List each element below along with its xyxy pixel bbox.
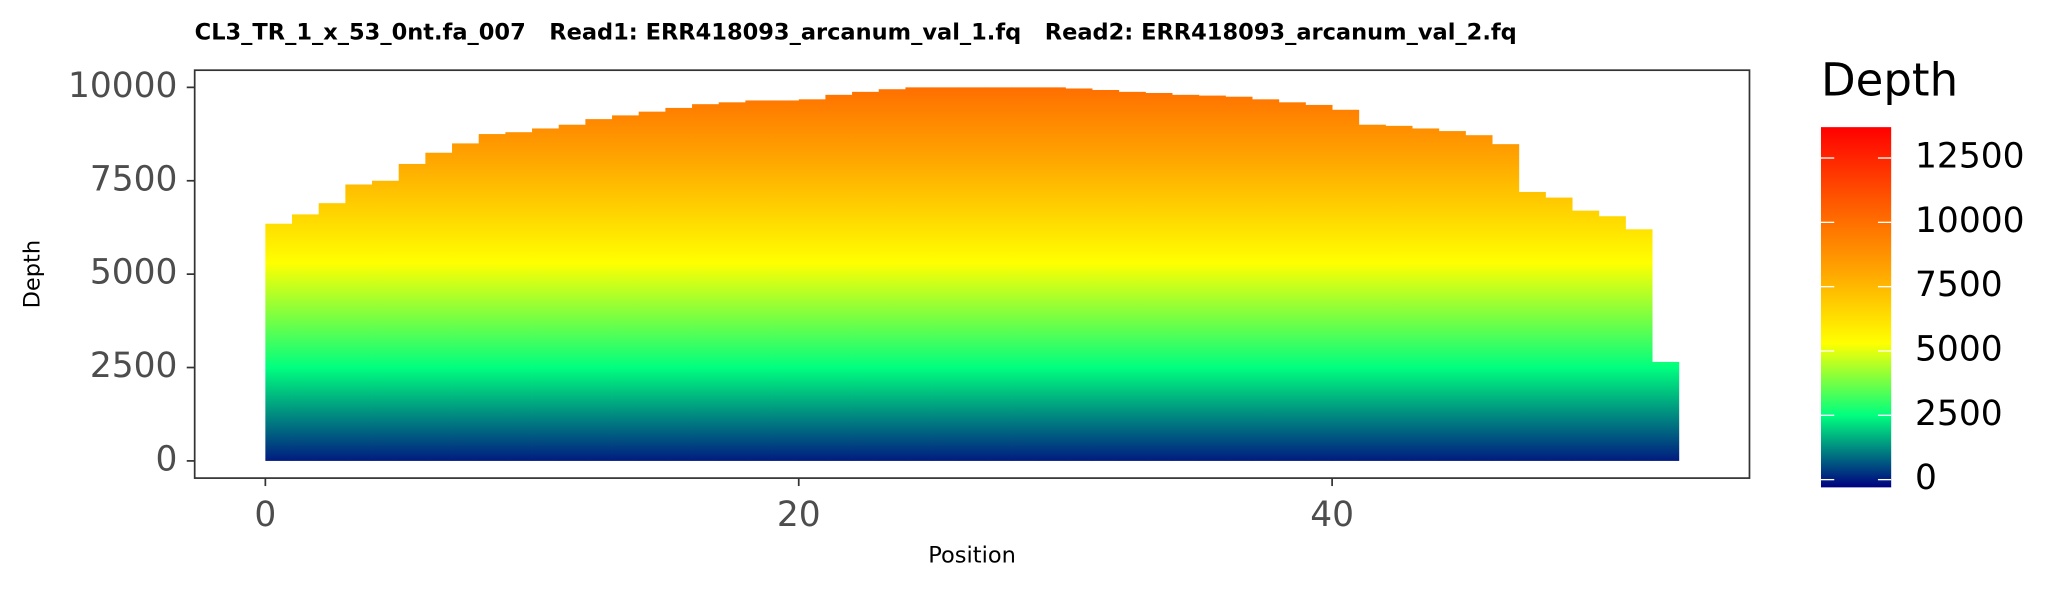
bar	[905, 87, 933, 461]
bar	[478, 134, 506, 461]
bar	[1598, 216, 1626, 461]
colorbar	[1820, 127, 1892, 488]
bar	[985, 87, 1013, 461]
bar	[1145, 92, 1173, 461]
bar	[772, 100, 800, 461]
colorbar-tick-label: 10000	[1915, 201, 2025, 241]
bar	[1118, 91, 1146, 461]
bar	[1625, 229, 1653, 461]
bar	[638, 111, 666, 461]
bar	[1172, 94, 1200, 461]
bar	[878, 89, 906, 461]
bar	[1198, 95, 1226, 461]
bar	[265, 223, 293, 461]
bar	[1278, 102, 1306, 461]
bar	[372, 180, 400, 461]
bar	[1225, 96, 1253, 461]
bar	[558, 124, 586, 461]
bar	[1412, 128, 1440, 461]
bar	[532, 128, 560, 461]
bar	[292, 214, 320, 461]
bar	[1465, 135, 1493, 461]
bar	[1038, 87, 1066, 461]
colorbar-tick-label: 7500	[1915, 265, 2003, 305]
y-tick-label: 10000	[68, 66, 178, 106]
legend-title: Depth	[1821, 53, 1958, 106]
bar	[1492, 144, 1520, 461]
bar	[852, 91, 880, 461]
y-tick-label: 2500	[90, 346, 178, 386]
bar	[665, 107, 693, 461]
bar	[585, 119, 613, 461]
bar	[1012, 87, 1040, 461]
bar	[1092, 89, 1120, 461]
colorbar-tick-label: 5000	[1915, 329, 2003, 369]
bar	[318, 203, 346, 461]
y-tick-label: 0	[156, 439, 178, 479]
bar	[1252, 99, 1280, 461]
x-axis-title: Position	[928, 543, 1016, 569]
bar	[425, 152, 453, 461]
bar	[452, 143, 480, 461]
bar	[1518, 191, 1546, 461]
bar	[1065, 88, 1093, 461]
x-tick-label: 40	[1310, 495, 1354, 535]
bar	[1652, 361, 1680, 461]
x-tick-label: 20	[777, 495, 821, 535]
bar	[505, 132, 533, 461]
chart-title: CL3_TR_1_x_53_0nt.fa_007 Read1: ERR41809…	[195, 20, 1517, 46]
bar	[1305, 104, 1333, 461]
bar	[825, 94, 853, 461]
y-tick-label: 7500	[90, 159, 178, 199]
bar	[692, 104, 720, 461]
bar	[932, 87, 960, 461]
y-tick-label: 5000	[90, 253, 178, 293]
bar	[798, 99, 826, 461]
bar	[612, 115, 640, 461]
bar	[958, 87, 986, 461]
bar	[1358, 124, 1386, 461]
colorbar-tick-label: 12500	[1915, 137, 2025, 177]
bar	[1572, 210, 1600, 461]
bar	[1332, 109, 1360, 461]
x-tick-label: 0	[254, 495, 276, 535]
bar	[718, 102, 746, 461]
colorbar-tick-label: 0	[1915, 458, 1937, 498]
bar	[345, 184, 373, 461]
y-axis-title: Depth	[20, 240, 46, 309]
bar	[398, 163, 426, 461]
colorbar-tick-label: 2500	[1915, 394, 2003, 434]
bar	[1385, 125, 1413, 461]
bar	[1438, 131, 1466, 461]
bar	[1545, 197, 1573, 461]
bar	[745, 100, 773, 461]
